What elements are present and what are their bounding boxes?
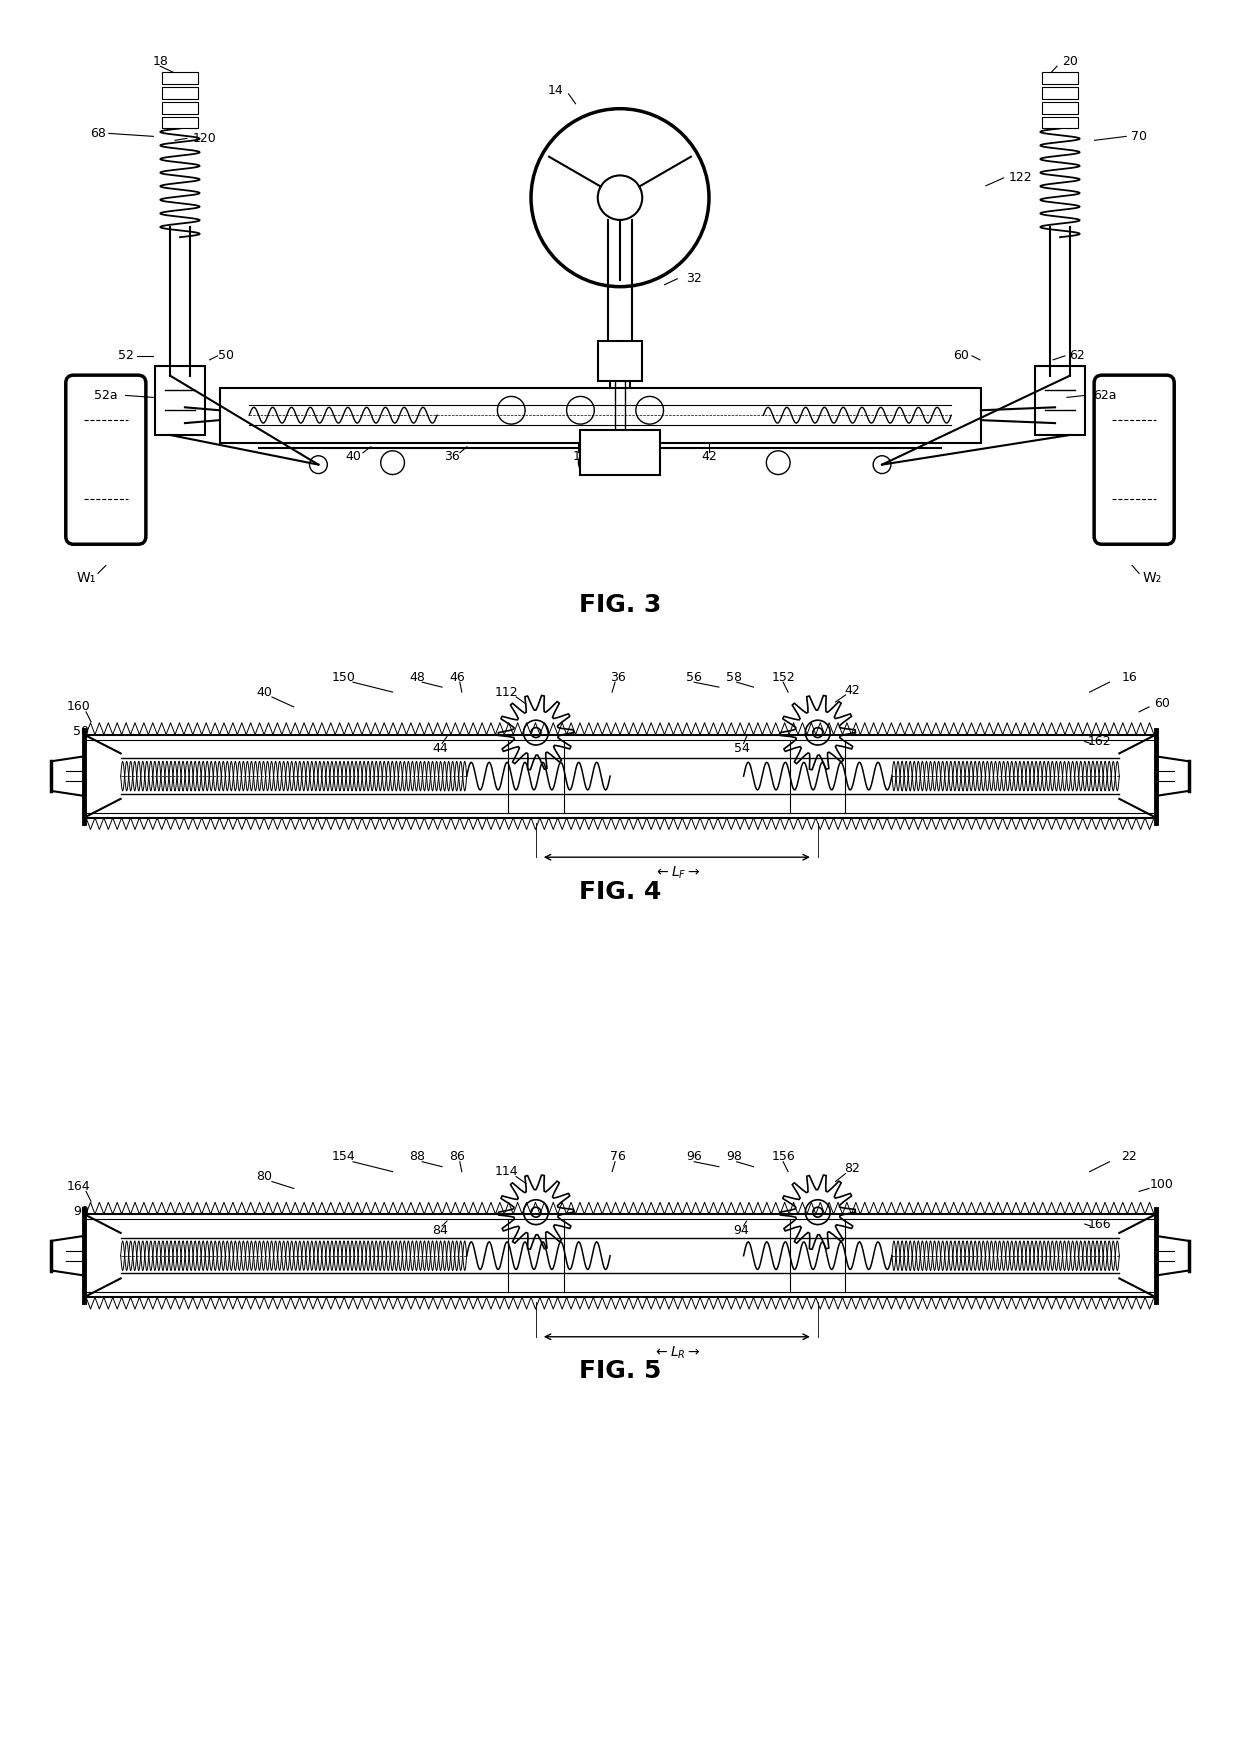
Text: 80: 80 xyxy=(255,1171,272,1183)
Text: 62: 62 xyxy=(1069,350,1085,362)
Text: 40: 40 xyxy=(345,450,361,464)
Text: 166: 166 xyxy=(1087,1218,1111,1230)
Text: 58: 58 xyxy=(725,670,742,684)
Text: 36: 36 xyxy=(444,450,460,464)
Bar xyxy=(1042,117,1078,128)
Text: 154: 154 xyxy=(331,1150,355,1164)
Bar xyxy=(162,88,198,98)
Text: FIG. 4: FIG. 4 xyxy=(579,880,661,903)
Bar xyxy=(580,430,660,474)
Bar xyxy=(162,72,198,84)
Text: 36: 36 xyxy=(610,670,626,684)
Text: 18: 18 xyxy=(153,54,169,68)
Text: 112: 112 xyxy=(495,686,518,698)
Text: 96: 96 xyxy=(686,1150,702,1164)
Text: 50: 50 xyxy=(73,724,89,738)
Text: 100: 100 xyxy=(1149,1178,1174,1192)
Text: 84: 84 xyxy=(432,1225,448,1237)
Bar xyxy=(1042,88,1078,98)
Text: 76: 76 xyxy=(610,1150,626,1164)
Text: 160: 160 xyxy=(66,700,91,714)
Text: 94: 94 xyxy=(734,1225,749,1237)
Text: 82: 82 xyxy=(844,1162,861,1176)
Text: 42: 42 xyxy=(844,684,861,696)
Text: 16: 16 xyxy=(1121,670,1137,684)
Text: 70: 70 xyxy=(1131,130,1147,144)
Bar xyxy=(162,117,198,128)
Text: 20: 20 xyxy=(1061,54,1078,68)
Text: 54: 54 xyxy=(734,742,749,754)
Text: $\leftarrow L_R \rightarrow$: $\leftarrow L_R \rightarrow$ xyxy=(653,1344,701,1362)
Text: 56: 56 xyxy=(686,670,702,684)
Text: 60: 60 xyxy=(1154,698,1169,710)
Text: W₁: W₁ xyxy=(77,570,95,584)
Text: $\leftarrow L_F \rightarrow$: $\leftarrow L_F \rightarrow$ xyxy=(653,864,701,882)
Text: FIG. 3: FIG. 3 xyxy=(579,593,661,618)
Text: 62a: 62a xyxy=(1092,388,1116,402)
Text: 122: 122 xyxy=(1008,172,1032,184)
Text: 46: 46 xyxy=(449,670,465,684)
Text: 14: 14 xyxy=(548,84,564,98)
Text: 90: 90 xyxy=(73,1204,89,1218)
Text: 42: 42 xyxy=(701,450,717,464)
Text: 164: 164 xyxy=(66,1180,91,1194)
Bar xyxy=(1042,72,1078,84)
Text: 68: 68 xyxy=(91,128,105,140)
Text: FIG. 5: FIG. 5 xyxy=(579,1360,661,1384)
Text: 88: 88 xyxy=(409,1150,425,1164)
Bar xyxy=(1035,366,1085,436)
Text: 114: 114 xyxy=(495,1166,518,1178)
Text: 48: 48 xyxy=(409,670,425,684)
Text: 32: 32 xyxy=(686,273,702,285)
Text: 152: 152 xyxy=(771,670,795,684)
Bar xyxy=(162,102,198,114)
Text: 40: 40 xyxy=(257,686,272,698)
Text: 162: 162 xyxy=(1087,735,1111,747)
Text: 150: 150 xyxy=(331,670,355,684)
Text: 86: 86 xyxy=(449,1150,465,1164)
Text: 50: 50 xyxy=(218,350,234,362)
Text: W₂: W₂ xyxy=(1142,570,1162,584)
Text: 120: 120 xyxy=(193,131,217,145)
Bar xyxy=(155,366,205,436)
Bar xyxy=(1042,102,1078,114)
Text: 52a: 52a xyxy=(94,388,118,402)
Text: 52: 52 xyxy=(118,350,134,362)
Text: 16: 16 xyxy=(573,450,588,464)
Bar xyxy=(598,341,642,380)
Bar xyxy=(219,387,981,443)
Text: 60: 60 xyxy=(954,350,970,362)
Text: 22: 22 xyxy=(1121,1150,1137,1164)
Text: 156: 156 xyxy=(771,1150,795,1164)
Text: 44: 44 xyxy=(433,742,448,754)
Text: 98: 98 xyxy=(725,1150,742,1164)
